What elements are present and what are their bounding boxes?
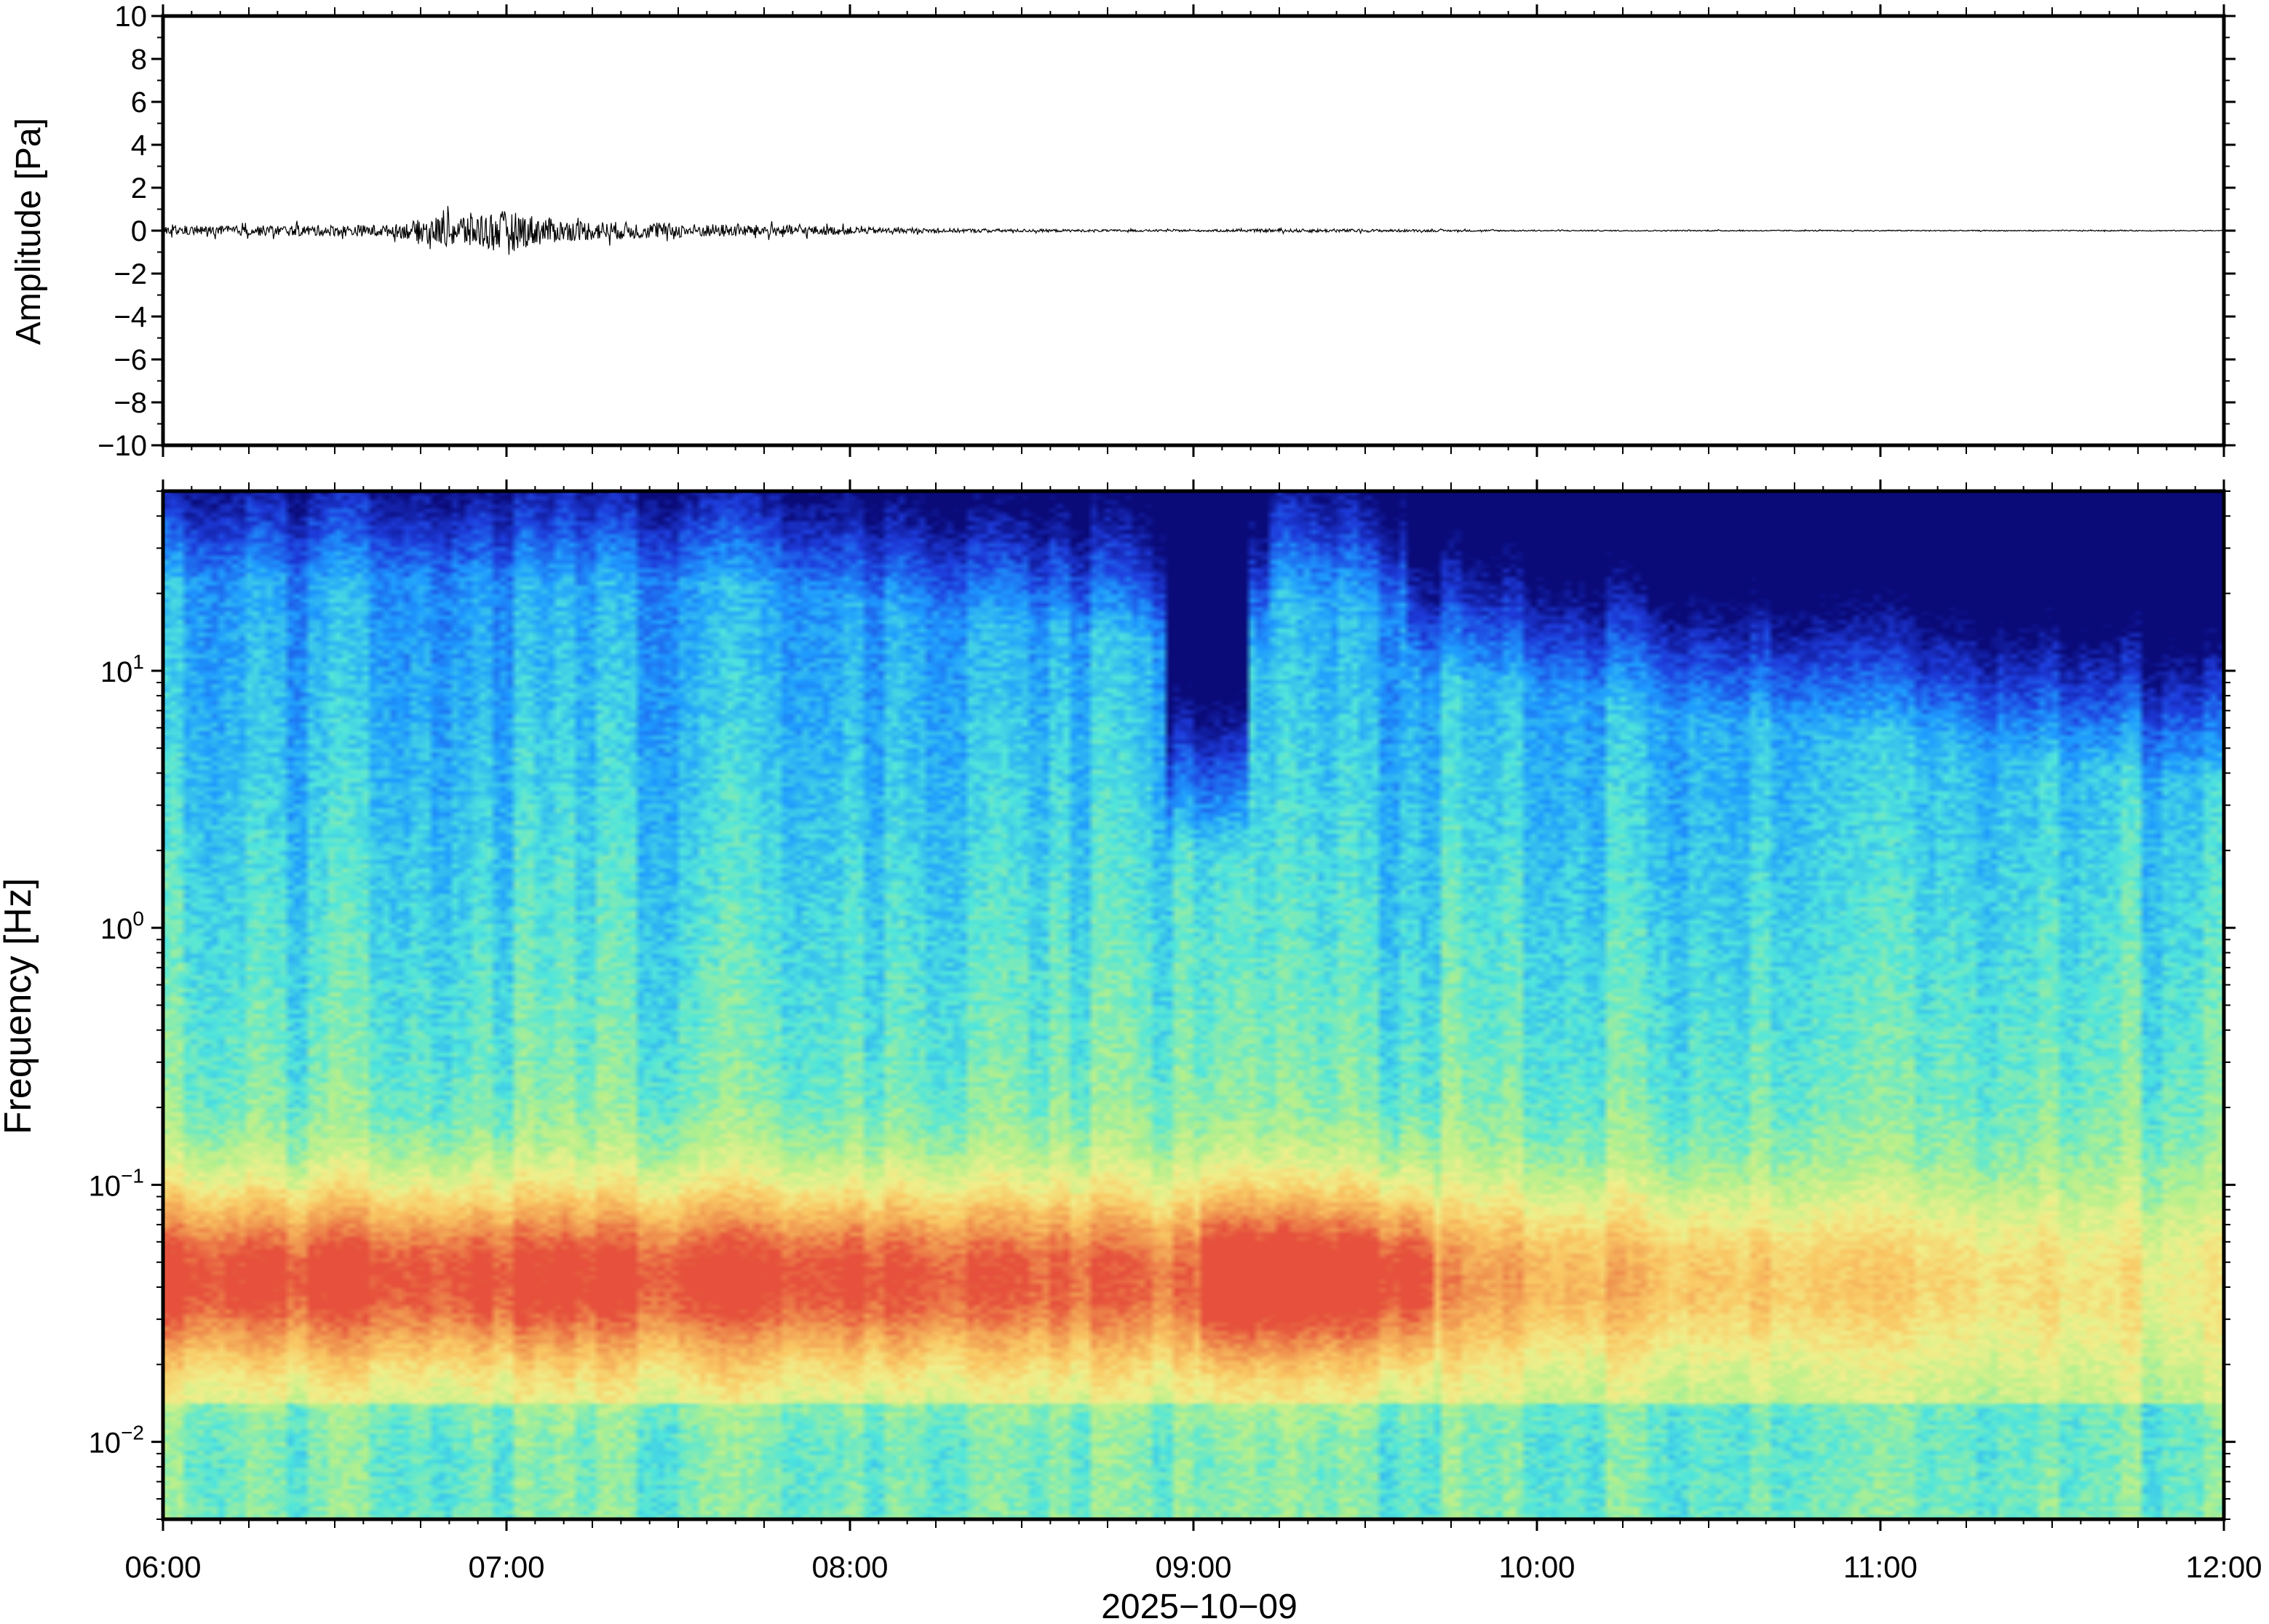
- time-tick-label: 06:00: [124, 1550, 201, 1584]
- time-tick-label: 09:00: [1155, 1550, 1231, 1584]
- time-tick-label: 10:00: [1498, 1550, 1575, 1584]
- frequency-tick-label: 10−2: [89, 1422, 144, 1460]
- frequency-tick-label: 10−1: [89, 1164, 144, 1202]
- amplitude-tick-label: −4: [114, 301, 147, 333]
- amplitude-tick-label: 0: [131, 215, 147, 247]
- spectrogram-image: [163, 491, 2224, 1519]
- frequency-axis-label: Frequency [Hz]: [0, 878, 39, 1135]
- amplitude-tick-label: −10: [98, 430, 147, 462]
- time-tick-label: 07:00: [468, 1550, 544, 1584]
- amplitude-tick-label: −2: [114, 258, 147, 290]
- waveform-panel: [162, 206, 2225, 255]
- axes: −10 −8 −6 −4 −2 0 2 4 6 8 10 10−2 10−1 100 101 06:00 07:…: [89, 1, 2262, 1584]
- amplitude-tick-label: 6: [131, 87, 147, 119]
- waveform-trace: [162, 206, 2225, 255]
- frequency-tick-label: 100: [100, 907, 144, 945]
- frequency-tick-label: 101: [100, 650, 144, 688]
- time-tick-label: 08:00: [811, 1550, 888, 1584]
- amplitude-tick-label: −8: [114, 387, 147, 419]
- amplitude-tick-label: 2: [131, 172, 147, 204]
- amplitude-tick-label: 4: [131, 130, 147, 162]
- amplitude-tick-label: 8: [131, 44, 147, 76]
- spectrogram-panel: [163, 491, 2224, 1519]
- time-tick-label: 11:00: [1843, 1550, 1918, 1584]
- date-axis-label: 2025−10−09: [1101, 1588, 1298, 1624]
- amplitude-tick-label: 10: [115, 1, 148, 33]
- amplitude-tick-label: −6: [114, 344, 147, 376]
- time-tick-label: 12:00: [2185, 1550, 2262, 1584]
- amplitude-axis-label: Amplitude [Pa]: [9, 118, 48, 345]
